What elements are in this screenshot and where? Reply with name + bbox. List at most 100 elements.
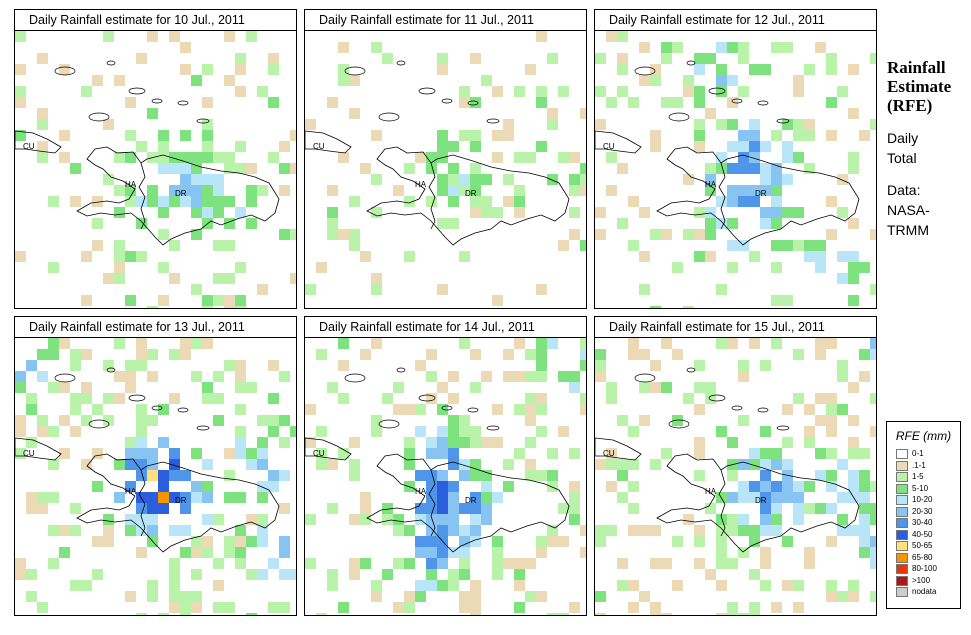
rain-cell [327,218,338,229]
rain-cell [224,240,235,251]
rain-cell [202,536,213,547]
rain-cell [147,185,158,196]
island-outline [486,425,500,431]
island-outline [486,118,500,124]
rain-cell [525,470,536,481]
map-panel-jul-14: Daily Rainfall estimate for 14 Jul., 201… [304,316,587,616]
rain-cell [279,141,290,152]
rain-cell [793,580,804,591]
rain-cell [268,97,279,108]
rainfall-map: CU HA DR [595,31,876,308]
rain-cell [191,371,202,382]
island-outline [668,112,690,122]
island-outline [177,407,189,413]
country-label: CU [313,142,325,151]
legend-item: 20-30 [896,506,960,518]
rain-cell [136,338,147,349]
rain-cell [459,525,470,536]
rain-cell [257,415,268,426]
rain-cell [848,580,859,591]
rain-cell [694,360,705,371]
rain-cell [125,448,136,459]
rain-cell [404,163,415,174]
rain-cell [448,196,459,207]
cuba-outline [305,437,352,461]
rainfall-map: CU HA DR [595,338,876,615]
rain-cell [180,174,191,185]
rain-cell [481,207,492,218]
rain-cell [694,141,705,152]
rain-cell [48,558,59,569]
rain-cell [738,492,749,503]
rain-cell [415,503,426,514]
rain-cell [672,536,683,547]
rain-cell [415,360,426,371]
rain-cell [15,558,26,569]
rain-cell [826,393,837,404]
rain-cell [191,602,202,613]
rain-cell [448,492,459,503]
rain-cell [738,86,749,97]
rain-cell [235,492,246,503]
rain-cell [147,492,158,503]
rain-cell [92,196,103,207]
rain-cell [279,371,290,382]
legend-label: 65-80 [912,552,933,562]
rain-cell [848,108,859,119]
rain-cell [459,569,470,580]
rain-cell [147,196,158,207]
legend-item: 40-50 [896,529,960,541]
rain-cell [202,547,213,558]
rain-cell [870,338,876,349]
rain-cell [782,152,793,163]
rain-cell [158,492,169,503]
island-outline [757,100,769,106]
rain-cell [569,602,580,613]
rain-cell [349,108,360,119]
rain-cell [749,130,760,141]
rain-cell [628,503,639,514]
rain-cell [180,163,191,174]
rain-cell [213,295,224,306]
rain-cell [158,295,169,306]
rain-cell [705,207,716,218]
rain-cell [327,229,338,240]
rain-cell [749,338,760,349]
rain-cell [371,580,382,591]
rain-cell [727,437,738,448]
island-outline [196,425,210,431]
rain-cell [492,547,503,558]
rain-cell [760,448,771,459]
rain-cell [771,459,782,470]
rain-cell [771,196,782,207]
legend-label: 20-30 [912,506,933,516]
rain-cell [437,558,448,569]
rain-cell [650,229,661,240]
rain-cell [448,459,459,470]
rain-cell [771,514,782,525]
country-label: DR [465,496,477,505]
rain-cell [327,207,338,218]
rain-cell [536,86,547,97]
rain-cell [426,547,437,558]
rain-cell [459,503,470,514]
rain-cell [404,437,415,448]
rain-cell [114,240,125,251]
rain-cell [213,602,224,613]
rain-cell [147,503,158,514]
rain-cell [793,602,804,613]
rain-cell [749,185,760,196]
rain-cell [525,437,536,448]
rain-cell [536,360,547,371]
rain-cell [268,558,279,569]
rain-cell [70,393,81,404]
rain-cell [771,130,782,141]
rain-cell [738,141,749,152]
rain-cell [705,251,716,262]
rain-cell [180,503,191,514]
rain-cell [771,492,782,503]
rain-cell [481,196,492,207]
rain-cell [191,591,202,602]
rain-cell [459,185,470,196]
rain-cell [848,448,859,459]
